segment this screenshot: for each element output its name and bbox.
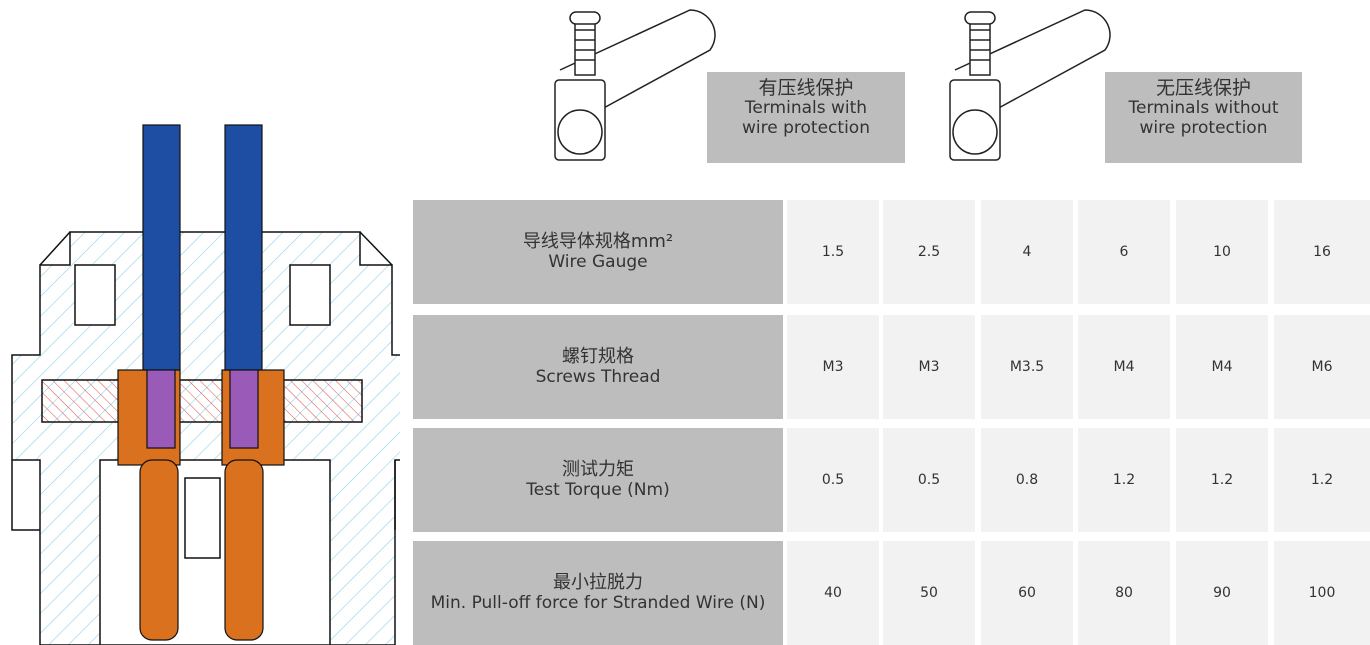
row-subtitle: Min. Pull-off force for Stranded Wire (N…	[430, 593, 766, 613]
terminal-subtitle: Terminals with wire protection	[742, 98, 870, 138]
terminal-illustrations	[554, 9, 1111, 161]
table-cell: 10	[1176, 200, 1268, 304]
table-cell: 40	[787, 541, 879, 645]
table-cell: M3	[787, 315, 879, 419]
table-cell: 0.8	[981, 428, 1073, 532]
table-cell: 4	[981, 200, 1073, 304]
row-title: 螺钉规格	[562, 346, 634, 367]
row-subtitle: Wire Gauge	[548, 252, 648, 272]
terminal-title: 有压线保护	[758, 77, 854, 99]
table-cell: 1.5	[787, 200, 879, 304]
table-cell: M3.5	[981, 315, 1073, 419]
row-header: 螺钉规格 Screws Thread	[413, 315, 783, 419]
table-cell: M4	[1078, 315, 1170, 419]
row-header: 最小拉脱力 Min. Pull-off force for Stranded Wi…	[413, 541, 783, 645]
table-cell: 1.2	[1176, 428, 1268, 532]
table-cell: 50	[883, 541, 975, 645]
row-title: 最小拉脱力	[553, 572, 643, 593]
row-title: 测试力矩	[562, 459, 634, 480]
table-cell: 90	[1176, 541, 1268, 645]
table-cell: M3	[883, 315, 975, 419]
table-cell: 100	[1274, 541, 1370, 645]
row-header: 导线导体规格mm² Wire Gauge	[413, 200, 783, 304]
terminal-label: 有压线保护 Terminals with wire protection	[707, 72, 905, 163]
table-cell: M4	[1176, 315, 1268, 419]
terminal-label: 无压线保护 Terminals without wire protection	[1105, 72, 1302, 163]
row-subtitle: Test Torque (Nm)	[526, 480, 670, 500]
row-header: 测试力矩 Test Torque (Nm)	[413, 428, 783, 532]
table-cell: 1.2	[1274, 428, 1370, 532]
row-title: 导线导体规格mm²	[522, 231, 674, 252]
table-cell: 1.2	[1078, 428, 1170, 532]
table-cell: M6	[1274, 315, 1370, 419]
cross-section-diagram	[11, 124, 400, 645]
terminal-subtitle: Terminals without wire protection	[1128, 98, 1279, 138]
table-cell: 0.5	[883, 428, 975, 532]
table-cell: 2.5	[883, 200, 975, 304]
table-cell: 16	[1274, 200, 1370, 304]
table-cell: 80	[1078, 541, 1170, 645]
terminal-title: 无压线保护	[1155, 77, 1251, 99]
table-cell: 6	[1078, 200, 1170, 304]
table-cell: 0.5	[787, 428, 879, 532]
table-cell: 60	[981, 541, 1073, 645]
row-subtitle: Screws Thread	[535, 367, 661, 387]
